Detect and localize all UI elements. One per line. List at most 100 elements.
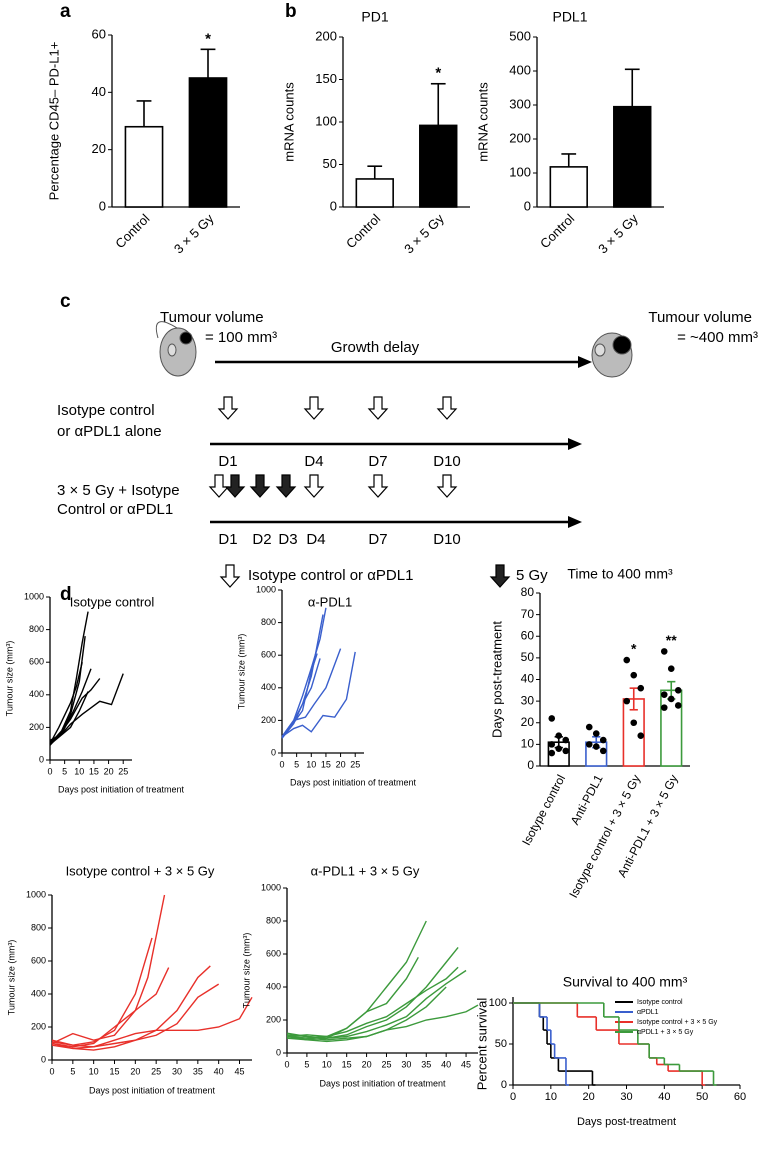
data-point (548, 749, 556, 757)
y-tick-label: 200 (315, 28, 337, 43)
y-tick-label: 200 (266, 1014, 281, 1024)
x-tick-label: 45 (234, 1066, 244, 1076)
x-tick-label: 5 (70, 1066, 75, 1076)
y-tick-label: 0 (271, 747, 276, 757)
start-volume: Tumour volume (160, 309, 264, 326)
y-tick-label: 0 (330, 198, 337, 213)
x-tick-label: 50 (696, 1091, 708, 1103)
y-tick-label: 600 (29, 657, 44, 667)
y-tick-label: 400 (31, 988, 46, 998)
growth-line (51, 894, 166, 1045)
bar (419, 124, 458, 208)
row-label: 3 × 5 Gy + Isotype (57, 482, 180, 499)
growth-label: Growth delay (331, 339, 420, 356)
legend-label: Isotype control or αPDL1 (248, 567, 413, 584)
y-tick-label: 1000 (256, 584, 276, 594)
x-tick-label: 20 (130, 1066, 140, 1076)
growth-line (286, 956, 419, 1039)
x-tick-label: 0 (279, 759, 284, 769)
chart-title: α-PDL1 (308, 594, 352, 609)
antibody-arrow (436, 474, 458, 498)
y-tick-label: 20 (92, 141, 106, 156)
growth-line (286, 986, 447, 1043)
chart-title: PDL1 (552, 9, 587, 25)
y-tick-label: 60 (521, 628, 535, 642)
x-tick-label: 20 (104, 766, 114, 776)
y-tick-label: 100 (315, 113, 337, 128)
legend-label: Isotype control + 3 × 5 Gy (637, 1019, 718, 1026)
y-tick-label: 0 (99, 198, 106, 213)
x-axis-label: Days post-treatment (577, 1116, 676, 1128)
antibody-arrow (217, 396, 239, 420)
panel-label: b (285, 1, 297, 22)
y-tick-label: 100 (509, 164, 531, 179)
row-label: Control or αPDL1 (57, 501, 173, 518)
bar (355, 178, 394, 208)
growth-line (281, 658, 321, 738)
chart-title: Isotype control + 3 × 5 Gy (66, 863, 215, 878)
bar (549, 166, 588, 208)
growth-line (49, 662, 83, 745)
x-tick-label: 30 (172, 1066, 182, 1076)
arrow-head (578, 356, 592, 368)
y-tick-label: 50 (495, 1038, 507, 1050)
data-point (623, 697, 631, 705)
x-tick-label: 0 (510, 1091, 516, 1103)
y-tick-label: 1000 (26, 889, 46, 899)
x-tick-label: 10 (89, 1066, 99, 1076)
x-tick-label: 40 (658, 1091, 670, 1103)
x-tick-label: 3 × 5 Gy (171, 211, 217, 257)
x-tick-label: 45 (461, 1059, 471, 1069)
x-axis-label: Days post initiation of treatment (89, 1085, 216, 1095)
y-tick-label: 600 (261, 650, 276, 660)
gy-arrow (249, 474, 271, 498)
x-tick-label: 5 (304, 1059, 309, 1069)
start-value: = 100 mm³ (205, 329, 277, 346)
x-axis-label: Days post initiation of treatment (290, 777, 417, 787)
chart-title: Survival to 400 mm³ (563, 974, 688, 990)
data-point (667, 665, 675, 672)
y-axis-label: mRNA counts (281, 82, 296, 162)
day-label: D7 (368, 453, 387, 470)
x-tick-label: Control (343, 211, 383, 251)
x-tick-label: Isotype control (519, 772, 568, 847)
y-tick-label: 80 (521, 585, 535, 599)
data-point (555, 745, 563, 752)
day-label: D4 (306, 531, 325, 548)
data-point (599, 736, 607, 744)
y-tick-label: 30 (521, 693, 535, 707)
day-label: D10 (433, 453, 461, 470)
growth-line (49, 668, 92, 742)
data-point (585, 723, 593, 731)
x-tick-label: 30 (401, 1059, 411, 1069)
y-axis-label: Percent survival (474, 998, 489, 1091)
day-label: D1 (218, 531, 237, 548)
growth-line (286, 966, 459, 1038)
growth-line (281, 653, 318, 738)
chart-title: PD1 (361, 9, 388, 25)
row-label: or αPDL1 alone (57, 423, 162, 440)
y-axis-label: Days post-treatment (489, 621, 504, 738)
y-tick-label: 400 (261, 682, 276, 692)
x-tick-label: 30 (620, 1091, 632, 1103)
data-point (555, 732, 563, 740)
antibody-arrow (303, 474, 325, 498)
growth-line (51, 983, 220, 1051)
data-point (562, 747, 570, 755)
x-tick-label: 40 (441, 1059, 451, 1069)
y-tick-label: 10 (521, 737, 535, 751)
growth-line (51, 967, 170, 1048)
panel-label: d (60, 584, 72, 605)
x-tick-label: 35 (421, 1059, 431, 1069)
data-point (592, 743, 600, 750)
arrow-head (568, 516, 582, 528)
significance: * (631, 641, 637, 657)
y-tick-label: 0 (41, 1054, 46, 1064)
growth-line (286, 1004, 479, 1041)
y-tick-label: 0 (524, 198, 531, 213)
antibody-arrow (436, 396, 458, 420)
day-label: D2 (252, 531, 271, 548)
antibody-arrow (367, 474, 389, 498)
y-tick-label: 200 (31, 1021, 46, 1031)
data-point (592, 730, 600, 737)
